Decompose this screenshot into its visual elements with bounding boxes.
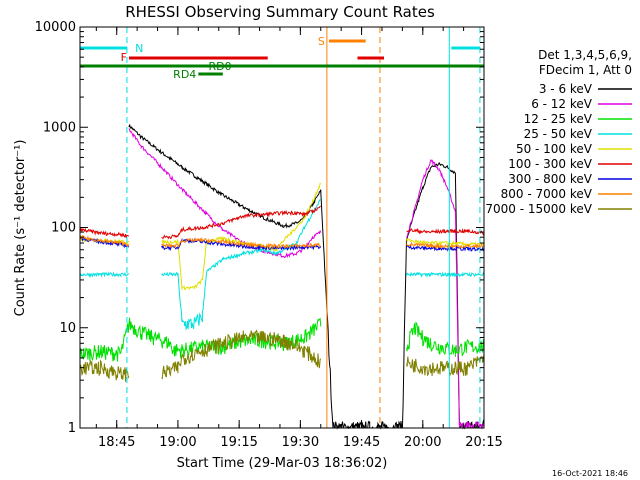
- x-tick-label: 20:15: [465, 435, 502, 450]
- flag-label: RD0: [209, 60, 232, 73]
- series-line: [79, 329, 485, 382]
- series-line: [128, 128, 485, 430]
- flags-layer: NF S RD0 RD4: [79, 27, 484, 428]
- x-tick-label: 20:00: [404, 435, 441, 450]
- y-tick-label: 10: [59, 321, 76, 336]
- legend-entry-label: 50 - 100 keV: [516, 142, 593, 156]
- flag-label: S: [318, 35, 325, 48]
- x-tick-label: 18:45: [98, 435, 135, 450]
- flag-label: F: [121, 51, 127, 64]
- x-tick-label: 19:30: [282, 435, 319, 450]
- y-axis-label: Count Rate (s⁻¹ detector⁻¹): [13, 140, 28, 317]
- plot-frame: [79, 26, 485, 429]
- legend-entry-label: 12 - 25 keV: [524, 112, 593, 126]
- y-tick-label: 100: [51, 221, 76, 236]
- footer-date: 16-Oct-2021 18:46: [552, 469, 628, 478]
- y-tick-label: 1000: [43, 120, 76, 135]
- y-tick-label: 10000: [35, 20, 76, 35]
- series-line: [79, 234, 485, 250]
- legend-entry-label: 6 - 12 keV: [531, 97, 593, 111]
- legend-entry-label: 300 - 800 keV: [508, 172, 592, 186]
- series-line: [79, 205, 485, 240]
- legend-entry-label: 800 - 7000 keV: [501, 187, 593, 201]
- legend-entry-label: 25 - 50 keV: [524, 127, 593, 141]
- y-axis-ticks: 1 10 100 1000 10000: [35, 20, 484, 436]
- flag-label: N: [135, 42, 143, 55]
- legend-entry-label: 7000 - 15000 keV: [485, 202, 592, 216]
- x-tick-label: 19:15: [220, 435, 257, 450]
- x-axis-label: Start Time (29-Mar-03 18:36:02): [177, 456, 388, 471]
- legend-info-line: Det 1,3,4,5,6,9,: [538, 48, 632, 62]
- legend-info-line: FDecim 1, Att 0: [539, 63, 632, 77]
- chart-title: RHESSI Observing Summary Count Rates: [125, 3, 435, 21]
- series-line: [79, 199, 485, 331]
- series-line: [79, 317, 485, 362]
- legend-entry-label: 3 - 6 keV: [539, 82, 593, 96]
- series-layer: [79, 124, 485, 430]
- flag-label: RD4: [173, 68, 196, 81]
- legend: Det 1,3,4,5,6,9,FDecim 1, Att 0 3 - 6 keV…: [485, 48, 632, 216]
- x-tick-label: 19:45: [343, 435, 380, 450]
- y-tick-label: 1: [68, 421, 76, 436]
- x-axis-ticks: 18:45 19:00 19:15 19:30 19:45 20:00 20:15: [95, 27, 503, 450]
- legend-entry-label: 100 - 300 keV: [508, 157, 592, 171]
- x-tick-label: 19:00: [159, 435, 196, 450]
